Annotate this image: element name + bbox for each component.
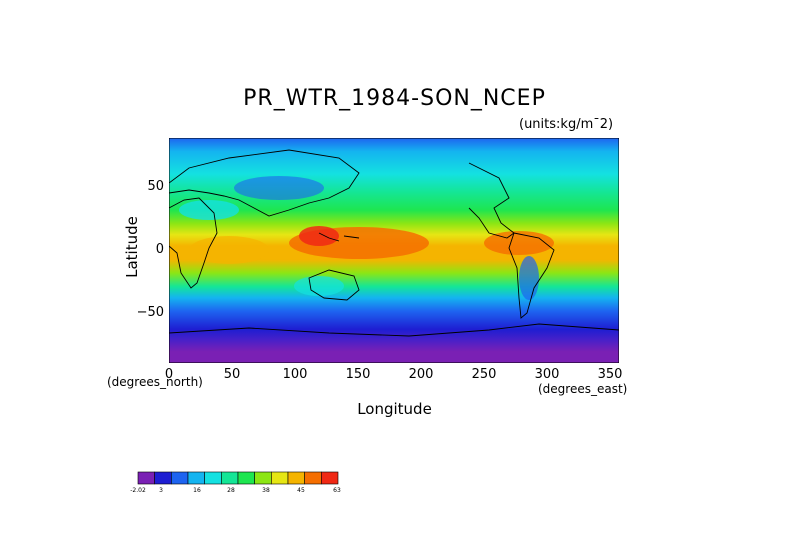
x-tick-label: 50 [223,367,241,382]
antarctica-coast [169,323,619,337]
colorbar-swatch [137,471,155,485]
colorbar-swatch [154,471,172,485]
x-axis-title: Longitude [357,400,432,418]
north-america-coast [468,162,515,239]
colorbar-label: 16 [193,487,201,494]
colorbar-label: -2.02 [130,487,146,494]
coastlines [169,149,619,337]
chart-title: PR_WTR_1984-SON_NCEP [243,86,546,111]
colorbar-swatch [204,471,222,485]
units-label: (units:kg/m¯2) [519,117,614,132]
colorbar-label: 38 [262,487,270,494]
africa-coast [169,197,218,289]
x-tick-label: 350 [597,367,623,382]
y-tick-label: 50 [147,179,164,194]
colorbar-label: 3 [159,487,163,494]
asia-dry-region [234,176,324,200]
y-tick-label: 0 [155,242,164,257]
x-tick-label: 300 [534,367,560,382]
colorbar-swatch [271,471,289,485]
colorbar-swatch [237,471,255,485]
y-units-label: (degrees_north) [107,375,203,389]
colorbar-swatch [221,471,239,485]
australia-dry-region [294,276,344,296]
precipitable-water-map [169,138,619,363]
amazon-region [484,231,554,255]
colorbar [137,471,339,485]
colorbar-swatch [287,471,305,485]
colorbar-label: 28 [227,487,235,494]
australia-coast [308,269,360,301]
colorbar-label: 45 [297,487,305,494]
colorbar-swatch [321,471,339,485]
colorbar-swatch [187,471,205,485]
africa-region [189,236,269,264]
sahara-dry-region [179,200,239,220]
x-tick-label: 100 [282,367,308,382]
maritime-continent-max [299,226,339,246]
colorbar-swatch [304,471,322,485]
colorbar-swatch [171,471,189,485]
x-units-label: (degrees_east) [538,382,628,396]
colorbar-label: 63 [333,487,341,494]
eurasia-coast [169,149,360,217]
andes-dry-region [519,256,539,300]
colorbar-swatch [254,471,272,485]
south-america-coast [508,232,555,319]
y-tick-label: −50 [136,305,164,320]
x-tick-label: 0 [164,367,174,382]
x-tick-label: 200 [408,367,434,382]
x-tick-label: 150 [345,367,371,382]
maritime-islands [318,232,360,242]
x-tick-label: 250 [471,367,497,382]
